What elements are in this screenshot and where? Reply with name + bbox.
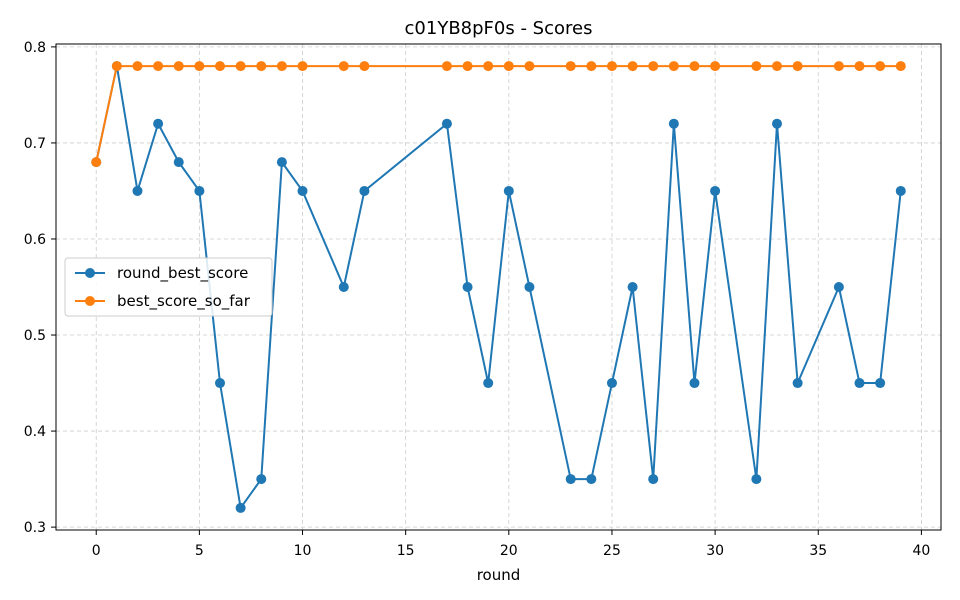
data-point: [483, 61, 494, 72]
data-point: [462, 282, 473, 292]
data-point: [710, 185, 721, 196]
data-point: [875, 61, 886, 72]
data-point: [895, 61, 906, 72]
data-point: [627, 282, 638, 292]
data-point: [854, 61, 865, 72]
data-point: [483, 378, 494, 389]
data-point: [194, 185, 205, 196]
data-point: [648, 61, 659, 72]
data-point: [338, 61, 349, 72]
legend: round_best_score best_score_so_far: [64, 257, 273, 317]
data-point: [503, 61, 514, 72]
data-point: [132, 61, 143, 72]
x-axis-title: round: [477, 566, 521, 584]
data-point: [710, 61, 721, 72]
data-point: [215, 61, 226, 72]
y-tick-label: 0.8: [24, 40, 46, 56]
data-point: [153, 61, 164, 72]
data-point: [359, 185, 370, 196]
data-point: [91, 157, 102, 168]
x-tick-label: 10: [294, 543, 312, 559]
x-tick-label: 5: [195, 543, 204, 559]
y-tick-label: 0.3: [24, 520, 46, 536]
data-point: [173, 157, 184, 168]
data-point: [441, 118, 452, 129]
data-point: [276, 157, 287, 168]
data-point: [297, 185, 308, 196]
data-point: [524, 282, 535, 292]
data-point: [565, 474, 576, 485]
x-tick-label: 25: [603, 543, 621, 559]
x-tick-label: 20: [500, 543, 518, 559]
data-point: [751, 61, 762, 72]
legend-box: [64, 257, 273, 317]
data-point: [153, 118, 164, 129]
data-point: [462, 61, 473, 72]
y-tick-label: 0.6: [24, 232, 46, 248]
x-tick-label: 15: [397, 543, 415, 559]
data-point: [503, 185, 514, 196]
data-point: [256, 474, 267, 485]
data-point: [689, 378, 700, 389]
data-point: [359, 61, 370, 72]
plot-area-frame: [55, 43, 942, 531]
chart-title: c01YB8pF0s - Scores: [405, 18, 593, 39]
data-point: [235, 502, 246, 513]
data-point: [111, 61, 122, 72]
data-point: [606, 378, 617, 389]
legend-label: best_score_so_far: [117, 292, 251, 311]
data-point: [833, 282, 844, 292]
data-point: [627, 61, 638, 72]
data-point: [648, 474, 659, 485]
data-point: [689, 61, 700, 72]
data-point: [606, 61, 617, 72]
x-tick-label: 40: [912, 543, 930, 559]
data-point: [586, 474, 597, 485]
data-point: [792, 61, 803, 72]
legend-marker: [85, 296, 95, 306]
y-tick-label: 0.7: [24, 136, 46, 152]
data-point: [751, 474, 762, 485]
data-point: [524, 61, 535, 72]
series-best-score-so-far: [91, 61, 906, 168]
data-point: [792, 378, 803, 389]
plot-series: [91, 61, 906, 513]
x-tick-label: 30: [706, 543, 724, 559]
data-point: [895, 185, 906, 196]
data-point: [441, 61, 452, 72]
data-point: [297, 61, 308, 72]
data-point: [854, 378, 865, 389]
data-point: [771, 118, 782, 129]
y-axis-ticks: 0.3 0.4 0.5 0.6 0.7 0.8: [24, 40, 56, 536]
data-point: [132, 185, 143, 196]
data-point: [256, 61, 267, 72]
data-point: [586, 61, 597, 72]
y-tick-label: 0.4: [24, 424, 46, 440]
grid: [56, 44, 941, 530]
y-tick-label: 0.5: [24, 328, 46, 344]
data-point: [194, 61, 205, 72]
legend-marker: [85, 268, 95, 278]
x-tick-label: 35: [809, 543, 827, 559]
data-point: [668, 118, 679, 129]
data-point: [235, 61, 246, 72]
x-axis-ticks: 0 5 10 15 20 25 30 35 40: [92, 530, 930, 559]
data-point: [875, 378, 886, 389]
x-tick-label: 0: [92, 543, 101, 559]
data-point: [771, 61, 782, 72]
data-point: [173, 61, 184, 72]
data-point: [565, 61, 576, 72]
legend-label: round_best_score: [117, 264, 248, 283]
data-point: [338, 282, 349, 292]
data-point: [276, 61, 287, 72]
data-point: [833, 61, 844, 72]
data-point: [668, 61, 679, 72]
data-point: [215, 378, 226, 389]
